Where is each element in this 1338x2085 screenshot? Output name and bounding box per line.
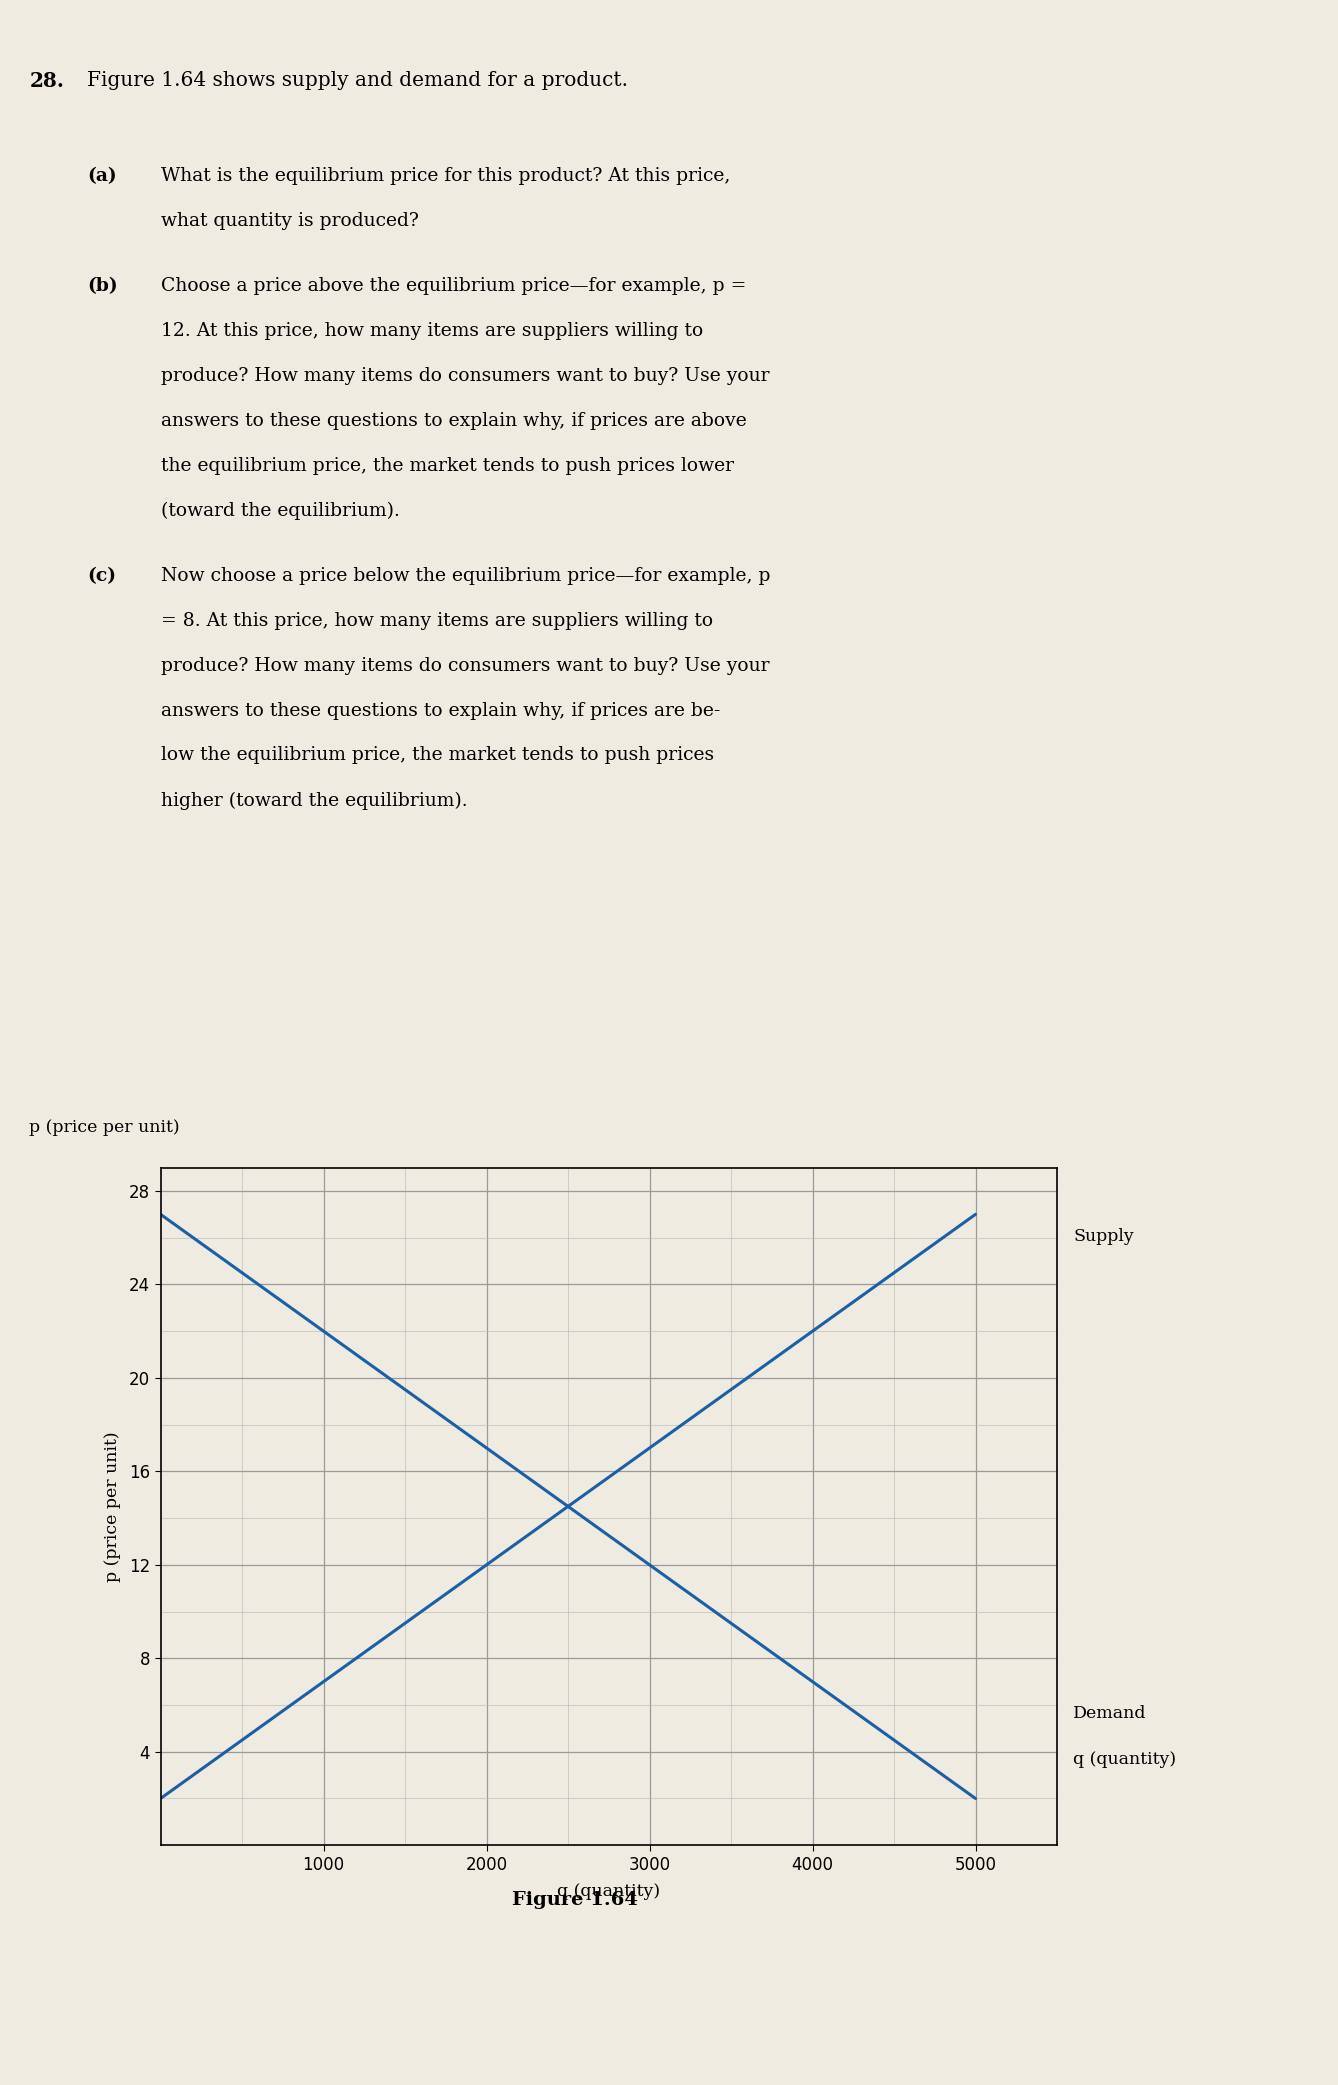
Text: (toward the equilibrium).: (toward the equilibrium).: [161, 500, 400, 519]
Text: Figure 1.64 shows supply and demand for a product.: Figure 1.64 shows supply and demand for …: [87, 71, 628, 90]
Y-axis label: p (price per unit): p (price per unit): [103, 1430, 120, 1583]
Text: q (quantity): q (quantity): [557, 1883, 661, 1899]
Text: higher (toward the equilibrium).: higher (toward the equilibrium).: [161, 790, 467, 809]
Text: 12. At this price, how many items are suppliers willing to: 12. At this price, how many items are su…: [161, 321, 702, 340]
Text: Figure 1.64: Figure 1.64: [512, 1891, 638, 1910]
Text: what quantity is produced?: what quantity is produced?: [161, 211, 419, 229]
Text: answers to these questions to explain why, if prices are above: answers to these questions to explain wh…: [161, 411, 747, 430]
Text: = 8. At this price, how many items are suppliers willing to: = 8. At this price, how many items are s…: [161, 613, 713, 630]
Text: produce? How many items do consumers want to buy? Use your: produce? How many items do consumers wan…: [161, 657, 769, 676]
Text: What is the equilibrium price for this product? At this price,: What is the equilibrium price for this p…: [161, 167, 731, 186]
Text: produce? How many items do consumers want to buy? Use your: produce? How many items do consumers wan…: [161, 367, 769, 386]
Text: Demand: Demand: [1073, 1706, 1147, 1722]
Text: 28.: 28.: [29, 71, 64, 92]
Text: Choose a price above the equilibrium price—for example, p =: Choose a price above the equilibrium pri…: [161, 277, 747, 296]
Text: q (quantity): q (quantity): [1073, 1751, 1176, 1768]
Text: Now choose a price below the equilibrium price—for example, p: Now choose a price below the equilibrium…: [161, 567, 771, 586]
Text: (a): (a): [87, 167, 116, 186]
Text: low the equilibrium price, the market tends to push prices: low the equilibrium price, the market te…: [161, 746, 713, 765]
Text: p (price per unit): p (price per unit): [29, 1120, 181, 1136]
Text: Supply: Supply: [1073, 1228, 1133, 1245]
Text: (b): (b): [87, 277, 118, 296]
Text: answers to these questions to explain why, if prices are be-: answers to these questions to explain wh…: [161, 701, 720, 719]
Text: (c): (c): [87, 567, 116, 586]
Text: the equilibrium price, the market tends to push prices lower: the equilibrium price, the market tends …: [161, 457, 733, 475]
